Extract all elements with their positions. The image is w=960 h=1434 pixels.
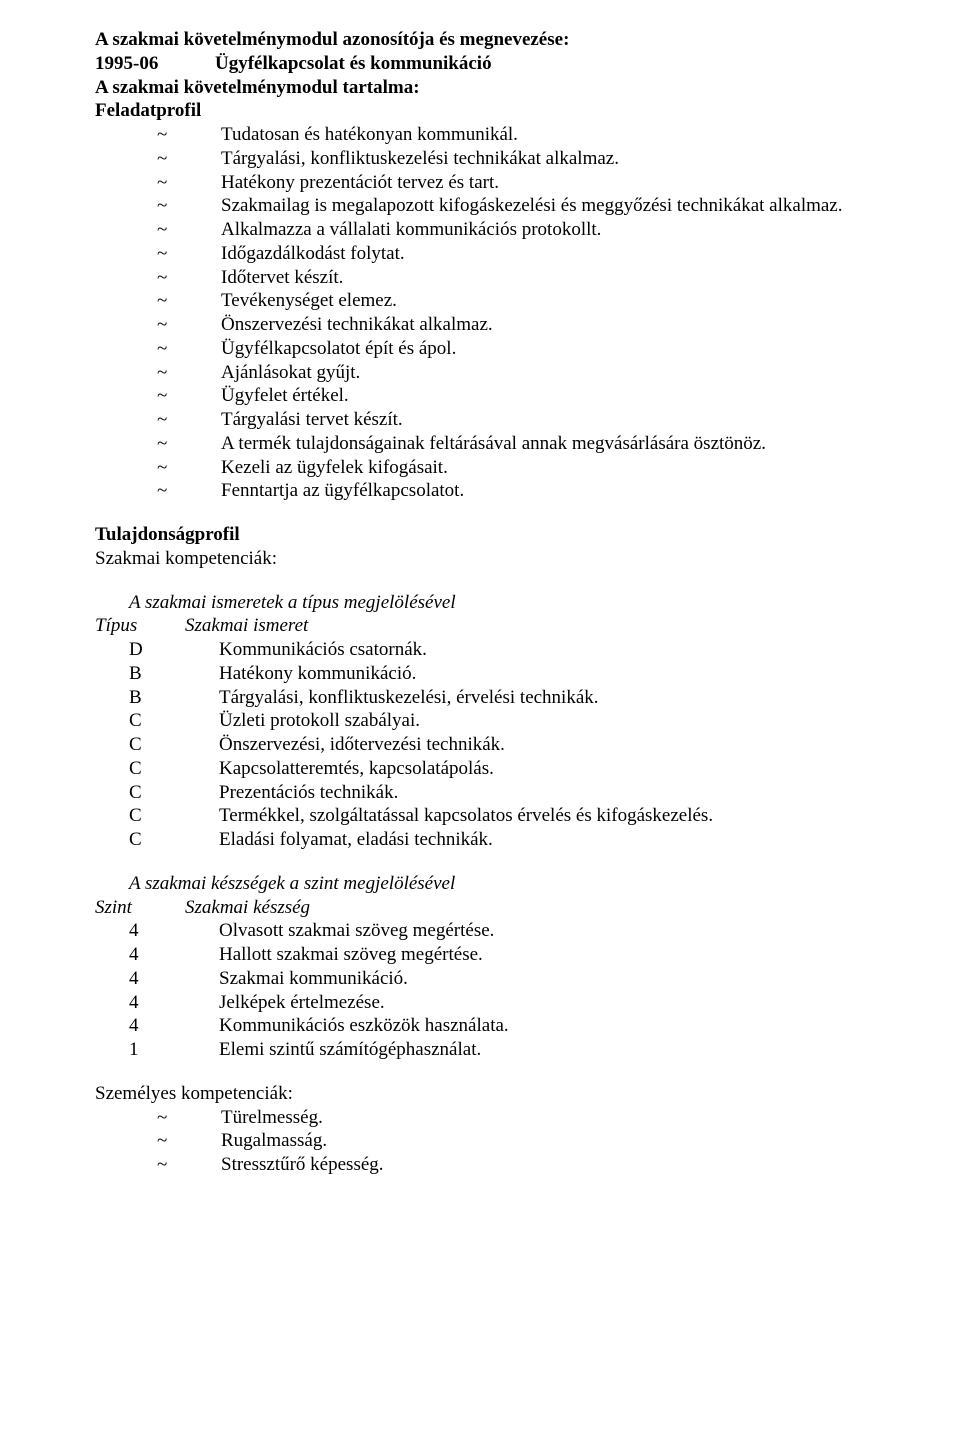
knowledge-row: CEladási folyamat, eladási technikák.: [95, 828, 880, 852]
skills-label: Jelképek értelmezése.: [219, 991, 880, 1015]
personal-item: Türelmesség.: [157, 1106, 880, 1130]
skills-label: Olvasott szakmai szöveg megértése.: [219, 919, 880, 943]
module-id-heading: A szakmai követelménymodul azonosítója é…: [95, 28, 880, 52]
skills-list: Szint Szakmai készség 4Olvasott szakmai …: [95, 896, 880, 1062]
knowledge-label: Termékkel, szolgáltatással kapcsolatos é…: [219, 804, 880, 828]
profile-sub: Szakmai kompetenciák:: [95, 547, 880, 571]
personal-item: Rugalmasság.: [157, 1129, 880, 1153]
knowledge-header-type: Típus: [95, 614, 185, 638]
module-title: Ügyfélkapcsolat és kommunikáció: [215, 52, 492, 76]
task-item: Alkalmazza a vállalati kommunikációs pro…: [157, 218, 880, 242]
task-item: Tudatosan és hatékonyan kommunikál.: [157, 123, 880, 147]
module-content-heading: A szakmai követelménymodul tartalma:: [95, 76, 880, 100]
personal-heading: Személyes kompetenciák:: [95, 1082, 880, 1106]
knowledge-label: Eladási folyamat, eladási technikák.: [219, 828, 880, 852]
skills-level: 4: [95, 919, 219, 943]
task-item: Időtervet készít.: [157, 266, 880, 290]
task-list: Tudatosan és hatékonyan kommunikál.Tárgy…: [95, 123, 880, 503]
skills-row: 4Szakmai kommunikáció.: [95, 967, 880, 991]
skills-level: 4: [95, 1014, 219, 1038]
knowledge-title: A szakmai ismeretek a típus megjelölésév…: [95, 591, 880, 615]
skills-label: Elemi szintű számítógéphasználat.: [219, 1038, 880, 1062]
skills-row: 4Hallott szakmai szöveg megértése.: [95, 943, 880, 967]
task-item: Tárgyalási tervet készít.: [157, 408, 880, 432]
task-item: Hatékony prezentációt tervez és tart.: [157, 171, 880, 195]
knowledge-label: Hatékony kommunikáció.: [219, 662, 880, 686]
knowledge-row: CKapcsolatteremtés, kapcsolatápolás.: [95, 757, 880, 781]
skills-label: Kommunikációs eszközök használata.: [219, 1014, 880, 1038]
knowledge-type: C: [95, 733, 219, 757]
knowledge-type: B: [95, 662, 219, 686]
skills-row: 4Kommunikációs eszközök használata.: [95, 1014, 880, 1038]
skills-level: 4: [95, 967, 219, 991]
knowledge-header-label: Szakmai ismeret: [185, 614, 880, 638]
skills-title: A szakmai készségek a szint megjelölésév…: [95, 872, 880, 896]
task-item: Kezeli az ügyfelek kifogásait.: [157, 456, 880, 480]
knowledge-type: C: [95, 828, 219, 852]
skills-row: 4Jelképek értelmezése.: [95, 991, 880, 1015]
task-item: Ajánlásokat gyűjt.: [157, 361, 880, 385]
personal-list: Türelmesség.Rugalmasság.Stressztűrő képe…: [95, 1106, 880, 1177]
knowledge-label: Önszervezési, időtervezési technikák.: [219, 733, 880, 757]
module-code-title: 1995-06 Ügyfélkapcsolat és kommunikáció: [95, 52, 880, 76]
skills-header-label: Szakmai készség: [185, 896, 880, 920]
skills-row: 1Elemi szintű számítógéphasználat.: [95, 1038, 880, 1062]
module-code: 1995-06: [95, 52, 215, 76]
knowledge-row: DKommunikációs csatornák.: [95, 638, 880, 662]
knowledge-type: C: [95, 781, 219, 805]
knowledge-row: BHatékony kommunikáció.: [95, 662, 880, 686]
knowledge-type: D: [95, 638, 219, 662]
profile-heading: Tulajdonságprofil: [95, 523, 880, 547]
skills-header-type: Szint: [95, 896, 185, 920]
knowledge-type: C: [95, 757, 219, 781]
task-item: Ügyfélkapcsolatot épít és ápol.: [157, 337, 880, 361]
skills-level: 4: [95, 943, 219, 967]
knowledge-label: Prezentációs technikák.: [219, 781, 880, 805]
personal-item: Stressztűrő képesség.: [157, 1153, 880, 1177]
task-item: Időgazdálkodást folytat.: [157, 242, 880, 266]
knowledge-label: Kapcsolatteremtés, kapcsolatápolás.: [219, 757, 880, 781]
knowledge-row: CÜzleti protokoll szabályai.: [95, 709, 880, 733]
knowledge-row: CÖnszervezési, időtervezési technikák.: [95, 733, 880, 757]
knowledge-label: Üzleti protokoll szabályai.: [219, 709, 880, 733]
skills-label: Szakmai kommunikáció.: [219, 967, 880, 991]
knowledge-row: BTárgyalási, konfliktuskezelési, érvelés…: [95, 686, 880, 710]
skills-label: Hallott szakmai szöveg megértése.: [219, 943, 880, 967]
knowledge-label: Kommunikációs csatornák.: [219, 638, 880, 662]
knowledge-list: Típus Szakmai ismeret DKommunikációs csa…: [95, 614, 880, 852]
task-item: Tevékenységet elemez.: [157, 289, 880, 313]
knowledge-type: C: [95, 804, 219, 828]
knowledge-type: C: [95, 709, 219, 733]
skills-row: 4Olvasott szakmai szöveg megértése.: [95, 919, 880, 943]
task-profile-heading: Feladatprofil: [95, 99, 880, 123]
task-item: A termék tulajdonságainak feltárásával a…: [157, 432, 880, 456]
knowledge-label: Tárgyalási, konfliktuskezelési, érvelési…: [219, 686, 880, 710]
knowledge-type: B: [95, 686, 219, 710]
task-item: Tárgyalási, konfliktuskezelési technikák…: [157, 147, 880, 171]
skills-level: 1: [95, 1038, 219, 1062]
knowledge-row: CTermékkel, szolgáltatással kapcsolatos …: [95, 804, 880, 828]
task-item: Önszervezési technikákat alkalmaz.: [157, 313, 880, 337]
task-item: Ügyfelet értékel.: [157, 384, 880, 408]
skills-level: 4: [95, 991, 219, 1015]
task-item: Fenntartja az ügyfélkapcsolatot.: [157, 479, 880, 503]
knowledge-row: CPrezentációs technikák.: [95, 781, 880, 805]
task-item: Szakmailag is megalapozott kifogáskezelé…: [157, 194, 880, 218]
